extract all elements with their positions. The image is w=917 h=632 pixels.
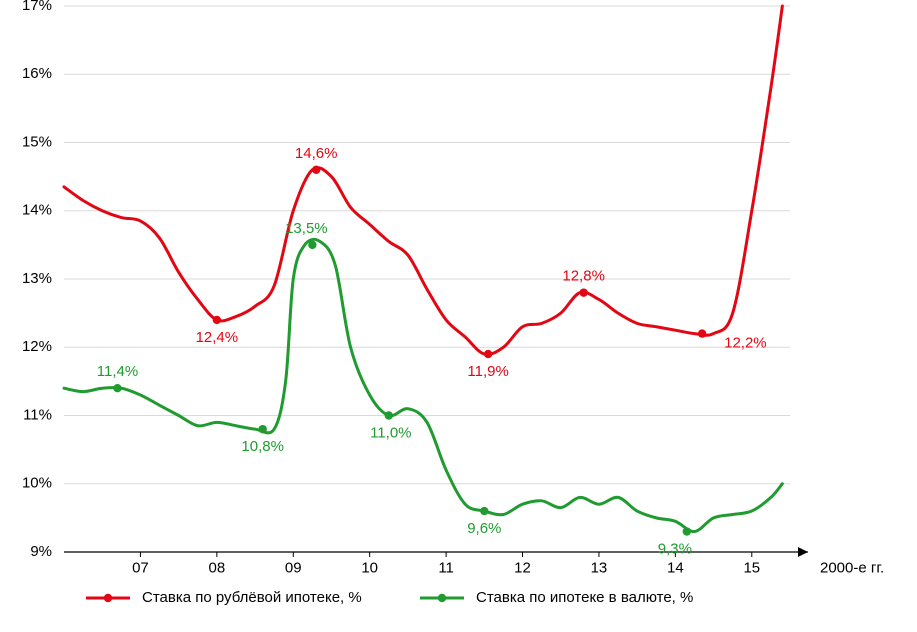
- y-tick-label: 14%: [22, 202, 52, 219]
- x-axis-title: 2000-е гг.: [820, 559, 884, 576]
- marker-ruble: [484, 350, 492, 358]
- chart-svg: 9% 10% 11% 12% 13% 14% 15% 16% 17% 07 08 09 10 11 12 13…: [0, 0, 917, 632]
- x-tick-label: 11: [438, 559, 454, 576]
- y-tick-label: 12%: [22, 338, 52, 355]
- x-tick-label: 07: [132, 559, 149, 576]
- marker-ruble: [312, 166, 320, 174]
- marker-fx: [113, 384, 121, 392]
- data-label-fx: 11,4%: [97, 363, 138, 380]
- marker-fx: [385, 411, 393, 419]
- data-label-ruble: 11,9%: [467, 363, 508, 380]
- x-tick-label: 09: [285, 559, 302, 576]
- y-tick-label: 13%: [22, 270, 52, 287]
- data-label-fx: 11,0%: [370, 425, 411, 442]
- x-tick-label: 12: [514, 559, 531, 576]
- x-tick-label: 08: [208, 559, 225, 576]
- data-label-ruble: 14,6%: [295, 145, 338, 162]
- x-tick-label: 14: [667, 559, 684, 576]
- y-tick-label: 11%: [23, 406, 52, 423]
- marker-ruble: [579, 288, 587, 296]
- marker-ruble: [698, 329, 706, 337]
- data-label-fx: 9,3%: [658, 541, 692, 558]
- y-tick-label: 17%: [22, 0, 52, 14]
- data-label-ruble: 12,4%: [196, 329, 239, 346]
- x-tick-label: 15: [743, 559, 760, 576]
- marker-fx: [683, 527, 691, 535]
- data-label-fx: 13,5%: [285, 220, 328, 237]
- y-tick-label: 15%: [22, 133, 52, 150]
- legend-label-fx: Ставка по ипотеке в валюте, %: [476, 589, 693, 606]
- marker-fx: [308, 241, 316, 249]
- y-tick-label: 9%: [30, 543, 52, 560]
- mortgage-rate-chart: 9% 10% 11% 12% 13% 14% 15% 16% 17% 07 08 09 10 11 12 13…: [0, 0, 917, 632]
- data-label-fx: 9,6%: [467, 520, 501, 537]
- legend-label-ruble: Ставка по рублёвой ипотеке, %: [142, 589, 362, 606]
- marker-ruble: [213, 316, 221, 324]
- legend-marker-fx: [438, 594, 446, 602]
- legend-marker-ruble: [104, 594, 112, 602]
- x-tick-label: 13: [591, 559, 608, 576]
- data-label-fx: 10,8%: [241, 438, 284, 455]
- data-label-ruble: 12,2%: [724, 335, 767, 352]
- x-axis-arrow: [798, 547, 808, 557]
- marker-fx: [480, 507, 488, 515]
- y-tick-label: 10%: [22, 475, 52, 492]
- marker-fx: [258, 425, 266, 433]
- x-tick-label: 10: [361, 559, 378, 576]
- series-line-ruble: [64, 6, 782, 354]
- y-tick-label: 16%: [22, 65, 52, 82]
- data-label-ruble: 12,8%: [562, 268, 605, 285]
